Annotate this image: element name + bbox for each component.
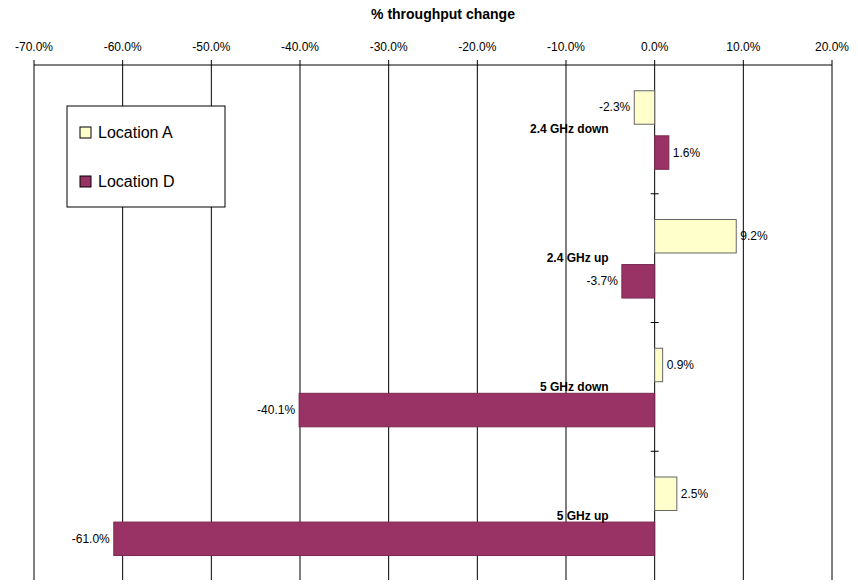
bar: [655, 348, 663, 381]
legend-label: Location D: [98, 173, 175, 190]
tick-mark: [300, 60, 301, 65]
legend-box: [67, 106, 225, 207]
data-label: 9.2%: [740, 229, 768, 243]
bar: [634, 91, 654, 124]
grid-line: [34, 65, 35, 580]
tick-mark: [34, 60, 35, 65]
category-tick: [651, 193, 659, 194]
legend-swatch: [80, 127, 91, 138]
data-label: 1.6%: [673, 146, 701, 160]
bar: [655, 477, 677, 510]
tick-mark: [388, 60, 389, 65]
tick-label: -50.0%: [192, 40, 230, 54]
axis-title: % throughput change: [371, 6, 515, 22]
category-label: 2.4 GHz up: [547, 251, 609, 265]
grid: [34, 65, 832, 580]
grid-line: [566, 65, 567, 580]
tick-mark: [832, 60, 833, 65]
legend-label: Location A: [98, 124, 173, 141]
tick-label: 20.0%: [815, 40, 849, 54]
grid-line: [743, 65, 744, 580]
tick-label: -40.0%: [281, 40, 319, 54]
chart: % throughput change -70.0% -60.0% -50.0% -40…: [0, 0, 858, 585]
tick-label: -10.0%: [547, 40, 585, 54]
category-label: 5 GHz down: [540, 380, 609, 394]
tick-label: -60.0%: [104, 40, 142, 54]
data-label: -40.1%: [257, 403, 295, 417]
tick-mark: [211, 60, 212, 65]
tick-label: 0.0%: [641, 40, 669, 54]
category-tick: [651, 322, 659, 323]
grid-line: [832, 65, 833, 580]
data-label: 0.9%: [667, 358, 695, 372]
category-tick: [651, 451, 659, 452]
tick-mark: [743, 60, 744, 65]
tick-mark: [477, 60, 478, 65]
bar: [622, 265, 655, 298]
data-label: -61.0%: [72, 532, 110, 546]
tick-label: -70.0%: [15, 40, 53, 54]
bar: [655, 136, 669, 169]
tick-label: -20.0%: [458, 40, 496, 54]
bar: [655, 220, 737, 253]
grid-line: [477, 65, 478, 580]
axis-line: [34, 65, 832, 66]
category-label: 5 GHz up: [557, 509, 609, 523]
tick-label: 10.0%: [726, 40, 760, 54]
bar: [114, 522, 655, 555]
data-label: -3.7%: [587, 274, 619, 288]
tick-mark: [566, 60, 567, 65]
legend: Location A Location D: [67, 106, 225, 207]
grid-line: [300, 65, 301, 580]
bar: [299, 393, 655, 426]
category-label: 2.4 GHz down: [530, 122, 609, 136]
data-label: -2.3%: [599, 100, 631, 114]
grid-line: [388, 65, 389, 580]
data-label: 2.5%: [681, 487, 709, 501]
tick-mark: [654, 60, 655, 65]
legend-swatch: [80, 176, 91, 187]
tick-label: -30.0%: [370, 40, 408, 54]
tick-mark: [122, 60, 123, 65]
